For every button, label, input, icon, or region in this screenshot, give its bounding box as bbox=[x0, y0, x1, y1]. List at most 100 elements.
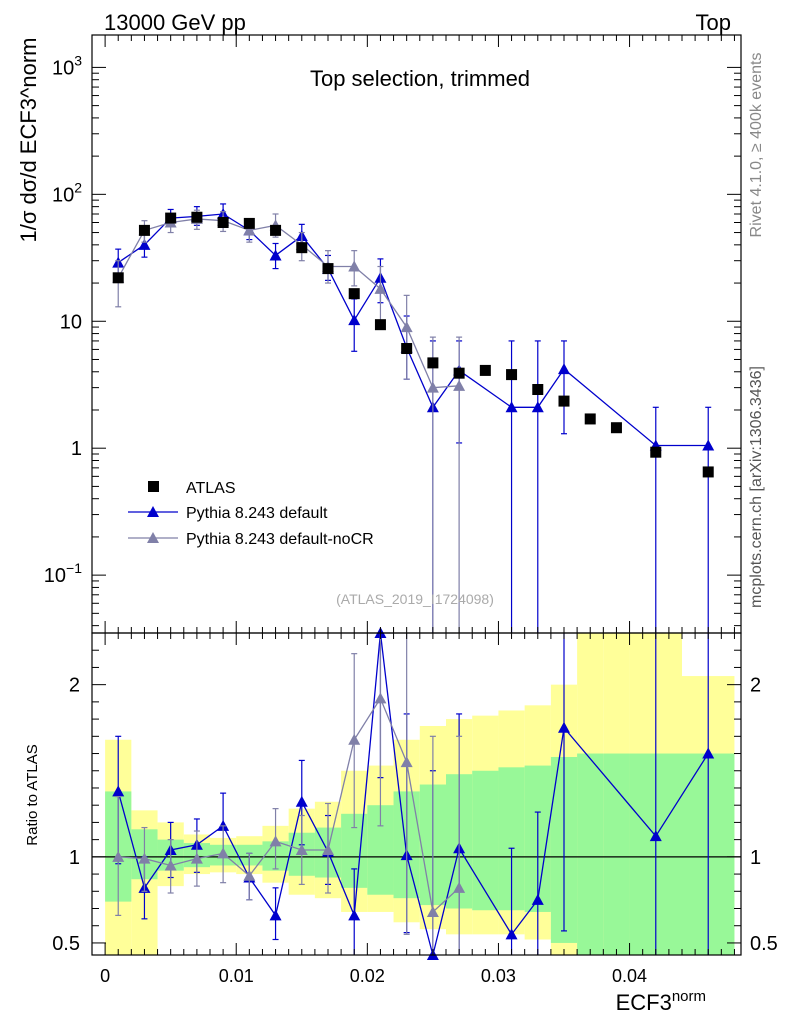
atlas-point-0 bbox=[112, 272, 124, 284]
x-axis-label-sup: norm bbox=[672, 988, 706, 1005]
main-point-nocr-10 bbox=[374, 282, 387, 294]
atlas-point-12 bbox=[427, 357, 439, 369]
ratio-point-nocr-11 bbox=[400, 756, 413, 768]
y-tick-label-ratio-right-1: 1 bbox=[750, 847, 761, 869]
y-tick-label-main-2: 10 bbox=[60, 311, 82, 333]
y-tick-label-ratio-1: 1 bbox=[69, 847, 80, 869]
ratio-point-nocr-2 bbox=[164, 859, 177, 871]
ratio-point-nocr-4 bbox=[217, 847, 230, 859]
main-line-default bbox=[117, 213, 709, 447]
x-tick-label-4: 0.04 bbox=[612, 966, 647, 986]
main-point-nocr-9 bbox=[348, 260, 361, 272]
main-point-default-9 bbox=[348, 314, 361, 326]
atlas-point-18 bbox=[584, 413, 596, 425]
atlas-point-1 bbox=[138, 224, 150, 236]
ratio-point-nocr-12 bbox=[426, 905, 439, 917]
y-tick-label-ratio-right-2: 2 bbox=[750, 675, 761, 697]
legend-label-default: Pythia 8.243 default bbox=[186, 505, 328, 522]
ratio-point-default-9 bbox=[348, 909, 361, 921]
legend-label-nocr: Pythia 8.243 default-noCR bbox=[186, 531, 374, 548]
main-point-nocr-5 bbox=[243, 224, 256, 236]
atlas-point-3 bbox=[191, 211, 203, 223]
ratio-point-nocr-5 bbox=[243, 869, 256, 881]
ratio-point-default-16 bbox=[558, 721, 570, 733]
ratio-point-default-6 bbox=[269, 909, 282, 921]
main-point-default-6 bbox=[269, 249, 282, 261]
y-tick-label-main-0: 10−1 bbox=[44, 560, 82, 587]
chart-title: Top selection, trimmed bbox=[310, 66, 530, 91]
ratio-panel-frame bbox=[91, 632, 742, 956]
main-point-nocr-13 bbox=[453, 379, 466, 391]
atlas-point-16 bbox=[532, 384, 544, 396]
ratio-series-marks bbox=[112, 627, 715, 960]
y-tick-label-sup-4: 3 bbox=[74, 52, 82, 68]
atlas-point-4 bbox=[217, 216, 229, 228]
main-line-nocr bbox=[117, 218, 460, 389]
ratio-point-nocr-0 bbox=[112, 850, 125, 862]
ratio-point-nocr-6 bbox=[269, 835, 282, 847]
y-tick-label-ratio-0: 0.5 bbox=[52, 933, 80, 955]
ratio-point-nocr-13 bbox=[453, 881, 466, 893]
band-inner-14 bbox=[472, 770, 499, 911]
ratio-point-default-0 bbox=[112, 785, 125, 797]
ratio-point-default-15 bbox=[531, 893, 544, 905]
atlas-point-21 bbox=[702, 466, 714, 478]
y-tick-label-sup-0: −1 bbox=[66, 560, 82, 576]
mcplots-label: mcplots.cern.ch [arXiv:1306.3436] bbox=[748, 366, 765, 608]
y-tick-label-main-3: 102 bbox=[52, 179, 82, 206]
ratio-point-nocr-9 bbox=[348, 733, 361, 745]
main-point-nocr-12 bbox=[426, 381, 439, 393]
atlas-point-15 bbox=[506, 369, 518, 381]
main-point-nocr-11 bbox=[400, 321, 413, 333]
x-tick-label-0: 0 bbox=[100, 966, 110, 986]
y-tick-label-main-4: 103 bbox=[52, 52, 82, 79]
legend-label-atlas: ATLAS bbox=[186, 480, 236, 497]
legend-marker-atlas bbox=[148, 481, 159, 492]
x-axis-label: ECF3norm bbox=[616, 988, 706, 1015]
atlas-point-20 bbox=[650, 446, 662, 458]
main-point-default-15 bbox=[531, 401, 544, 413]
x-tick-label-1: 0.01 bbox=[219, 966, 254, 986]
y-tick-label-base-0: 10 bbox=[44, 565, 66, 587]
y-tick-label-sup-3: 2 bbox=[74, 179, 82, 195]
ratio-uncertainty-bands bbox=[92, 633, 741, 955]
x-axis-label-base: ECF3 bbox=[616, 990, 672, 1015]
y-tick-label-ratio-2: 2 bbox=[69, 675, 80, 697]
ratio-point-default-17 bbox=[649, 830, 662, 842]
atlas-point-13 bbox=[453, 367, 465, 379]
atlas-point-9 bbox=[348, 288, 360, 300]
main-point-default-1 bbox=[138, 238, 151, 250]
main-point-default-18 bbox=[702, 439, 715, 451]
y-tick-label-main-1: 1 bbox=[71, 438, 82, 460]
x-tick-label-2: 0.02 bbox=[350, 966, 385, 986]
rivet-version-label: Rivet 4.1.0, ≥ 400k events bbox=[748, 53, 765, 238]
atlas-point-5 bbox=[243, 217, 255, 229]
atlas-point-8 bbox=[322, 263, 334, 275]
header-right: Top bbox=[696, 10, 731, 35]
ratio-point-nocr-7 bbox=[295, 843, 308, 855]
ratio-point-nocr-3 bbox=[190, 852, 203, 864]
atlas-point-2 bbox=[165, 212, 177, 224]
y-tick-label-base-3: 10 bbox=[52, 184, 74, 206]
main-point-default-16 bbox=[558, 363, 570, 375]
legend-marker-default bbox=[147, 506, 159, 517]
ratio-point-nocr-10 bbox=[374, 692, 387, 704]
main-series-marks bbox=[112, 203, 715, 633]
atlas-point-7 bbox=[296, 242, 308, 254]
atlas-point-10 bbox=[374, 319, 386, 331]
y-axis-label-ratio: Ratio to ATLAS bbox=[24, 744, 41, 845]
atlas-point-14 bbox=[479, 364, 491, 376]
header-left: 13000 GeV pp bbox=[104, 10, 246, 35]
legend: ATLAS Pythia 8.243 default Pythia 8.243 … bbox=[128, 480, 374, 548]
band-inner-18 bbox=[577, 753, 604, 955]
atlas-point-19 bbox=[610, 422, 622, 434]
ratio-point-nocr-1 bbox=[138, 852, 151, 864]
atlas-point-11 bbox=[401, 343, 413, 355]
x-tick-label-3: 0.03 bbox=[481, 966, 516, 986]
atlas-point-6 bbox=[270, 224, 282, 236]
main-point-default-14 bbox=[505, 401, 518, 413]
ratio-point-default-14 bbox=[505, 928, 518, 940]
ratio-point-default-18 bbox=[702, 747, 715, 759]
